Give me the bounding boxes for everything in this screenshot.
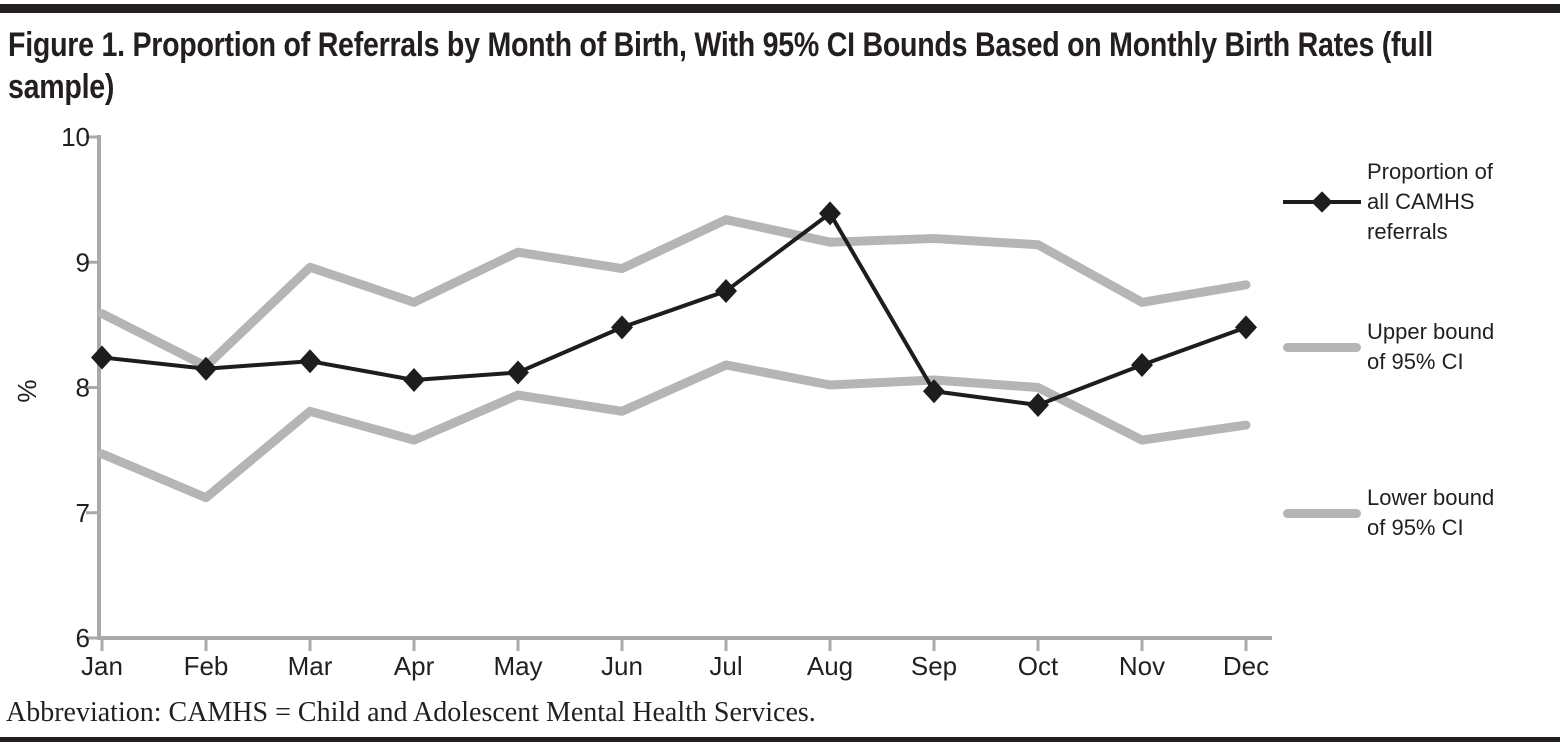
- marker-diamond: [819, 201, 841, 226]
- series-line-lower-bound-of-95-ci: [97, 360, 1251, 503]
- marker-diamond: [1235, 315, 1257, 340]
- y-tick-label: 7: [76, 498, 90, 528]
- legend-item-proportion: Proportion of all CAMHS referrals: [1283, 157, 1493, 247]
- marker-diamond: [195, 356, 217, 381]
- marker-diamond: [1027, 393, 1049, 418]
- y-tick-label: 9: [76, 247, 90, 277]
- x-tick-label: Oct: [1018, 651, 1059, 681]
- y-tick-label: 6: [76, 623, 90, 653]
- marker-diamond: [507, 360, 529, 385]
- top-rule: [0, 4, 1560, 13]
- x-tick-label: Jun: [601, 651, 643, 681]
- legend-label-upper-bound: Upper bound of 95% CI: [1367, 319, 1495, 374]
- x-tick-label: Sep: [911, 651, 957, 681]
- legend-swatch-upper-bound: [1283, 317, 1361, 377]
- marker-diamond: [1131, 352, 1153, 377]
- series-line-upper-bound-of-95-ci: [97, 215, 1251, 371]
- marker-diamond: [299, 349, 321, 374]
- legend-item-lower-bound: Lower bound of 95% CI: [1283, 483, 1494, 543]
- x-tick-label: May: [493, 651, 542, 681]
- abbreviation-footnote: Abbreviation: CAMHS = Child and Adolesce…: [6, 697, 816, 728]
- marker-diamond: [91, 345, 113, 370]
- y-axis-title: %: [12, 379, 42, 402]
- marker-diamond: [403, 367, 425, 392]
- marker-diamond: [611, 315, 633, 340]
- x-tick-label: Jul: [709, 651, 742, 681]
- x-tick-label: Nov: [1119, 651, 1165, 681]
- x-tick-label: Feb: [184, 651, 229, 681]
- x-tick-label: Mar: [288, 651, 333, 681]
- marker-diamond: [715, 279, 737, 304]
- legend-swatch-proportion: [1283, 157, 1361, 247]
- legend-label-proportion: Proportion of all CAMHS referrals: [1367, 159, 1493, 244]
- marker-diamond: [923, 379, 945, 404]
- diamond-marker-icon: [1311, 191, 1333, 213]
- bottom-rule: [0, 737, 1560, 742]
- legend-label-lower-bound: Lower bound of 95% CI: [1367, 485, 1495, 540]
- x-tick-label: Dec: [1223, 651, 1269, 681]
- gray-line-icon: [1283, 342, 1361, 352]
- x-tick-label: Aug: [807, 651, 853, 681]
- y-tick-label: 10: [61, 122, 90, 152]
- x-tick-label: Jan: [81, 651, 123, 681]
- figure-title: Figure 1. Proportion of Referrals by Mon…: [8, 26, 1433, 106]
- x-tick-label: Apr: [394, 651, 435, 681]
- legend-swatch-lower-bound: [1283, 483, 1361, 543]
- legend-item-upper-bound: Upper bound of 95% CI: [1283, 317, 1494, 377]
- series-line-proportion-of-all-camhs-referrals: [101, 211, 1247, 408]
- y-tick-label: 8: [76, 373, 90, 403]
- gray-line-icon: [1283, 508, 1361, 518]
